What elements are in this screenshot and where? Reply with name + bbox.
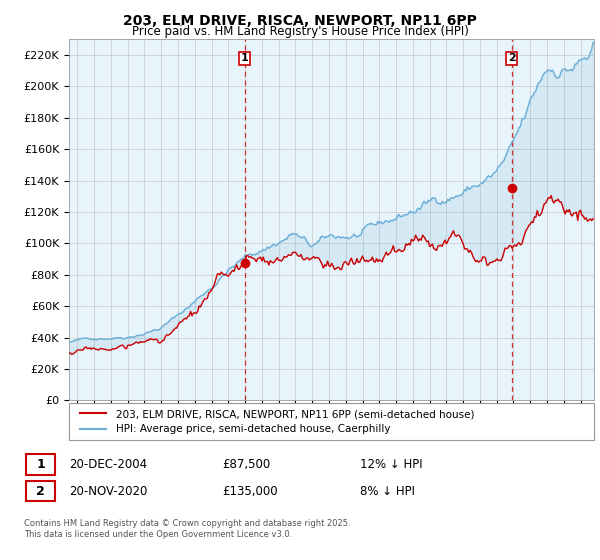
Bar <box>26 455 55 475</box>
Text: 1: 1 <box>241 53 248 63</box>
Text: 1: 1 <box>36 458 45 471</box>
Bar <box>26 481 55 502</box>
Text: 203, ELM DRIVE, RISCA, NEWPORT, NP11 6PP (semi-detached house): 203, ELM DRIVE, RISCA, NEWPORT, NP11 6PP… <box>116 409 475 419</box>
FancyBboxPatch shape <box>69 403 594 440</box>
Text: £135,000: £135,000 <box>222 485 278 498</box>
Text: 12% ↓ HPI: 12% ↓ HPI <box>360 458 422 472</box>
Text: 2: 2 <box>36 485 45 498</box>
Text: 8% ↓ HPI: 8% ↓ HPI <box>360 485 415 498</box>
Text: HPI: Average price, semi-detached house, Caerphilly: HPI: Average price, semi-detached house,… <box>116 424 391 435</box>
Text: 2: 2 <box>508 53 515 63</box>
Text: 203, ELM DRIVE, RISCA, NEWPORT, NP11 6PP: 203, ELM DRIVE, RISCA, NEWPORT, NP11 6PP <box>123 14 477 28</box>
Text: 20-NOV-2020: 20-NOV-2020 <box>69 485 148 498</box>
Text: Contains HM Land Registry data © Crown copyright and database right 2025.
This d: Contains HM Land Registry data © Crown c… <box>24 520 350 539</box>
Text: £87,500: £87,500 <box>222 458 270 472</box>
Text: Price paid vs. HM Land Registry's House Price Index (HPI): Price paid vs. HM Land Registry's House … <box>131 25 469 38</box>
Text: 20-DEC-2004: 20-DEC-2004 <box>69 458 147 472</box>
